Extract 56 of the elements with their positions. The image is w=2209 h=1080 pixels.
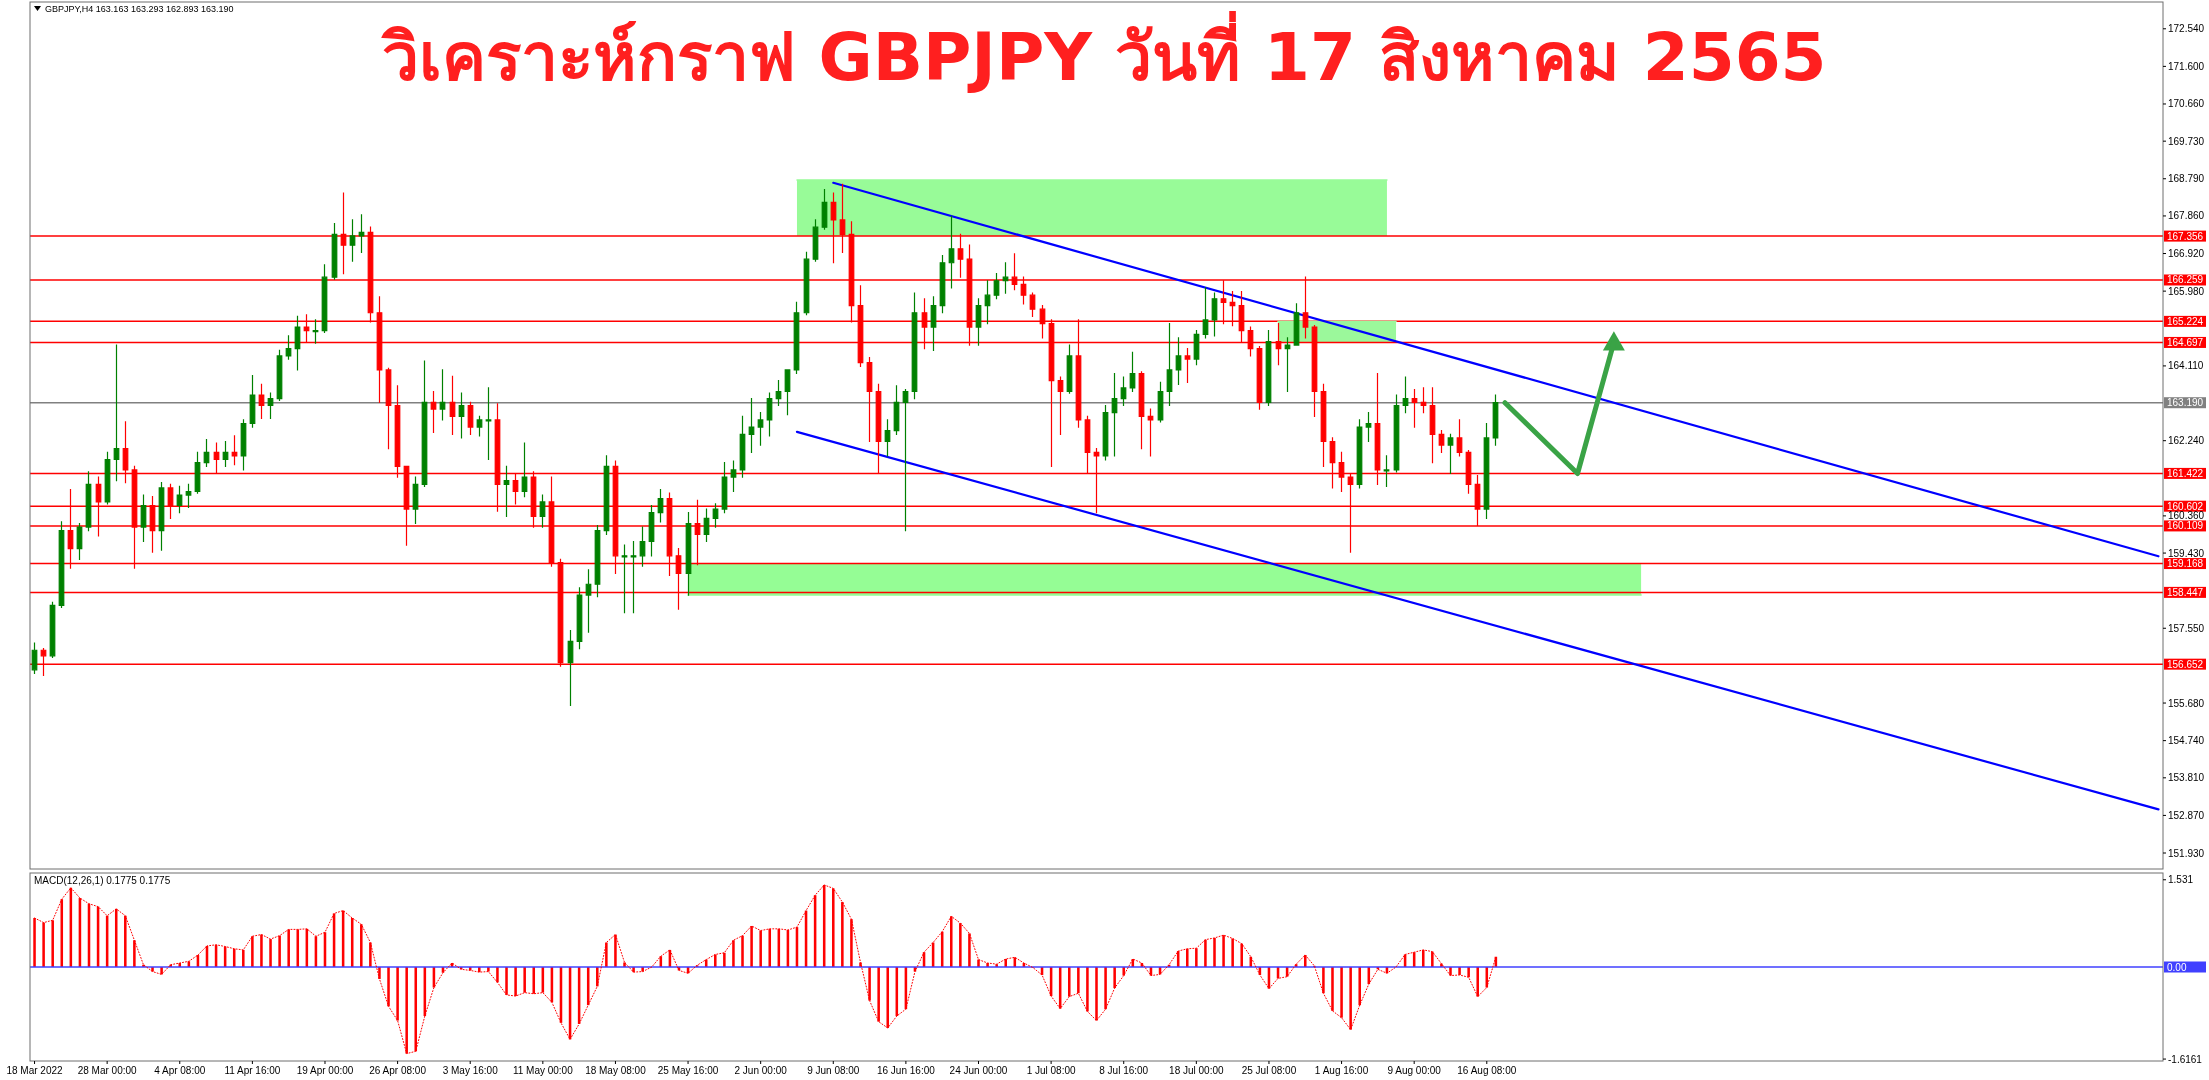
- x-tick-label: 8 Jul 16:00: [1099, 1065, 1149, 1076]
- y-tick-label: 171.600: [2168, 60, 2205, 72]
- ref-line-label: 0.00: [2167, 961, 2187, 973]
- ref-line-label: 164.697: [2167, 336, 2204, 348]
- y-tick-label: 166.920: [2168, 248, 2205, 260]
- x-tick-label: 26 Apr 08:00: [369, 1065, 427, 1076]
- x-tick-label: 18 Jul 00:00: [1169, 1065, 1225, 1076]
- y-tick-label: 162.240: [2168, 435, 2205, 447]
- x-tick-label: 1 Jul 08:00: [1026, 1065, 1077, 1076]
- y-tick-label: 154.740: [2168, 735, 2205, 747]
- x-tick-label: 9 Jun 08:00: [807, 1065, 860, 1076]
- y-tick-label: 1.531: [2168, 874, 2194, 886]
- ref-line-label: 163.190: [2167, 397, 2204, 409]
- ref-line-label: 165.224: [2167, 315, 2204, 327]
- ref-line-label: 160.602: [2167, 500, 2204, 512]
- y-tick-label: 169.730: [2168, 135, 2205, 147]
- x-tick-label: 16 Jun 16:00: [876, 1065, 936, 1076]
- annotation: GBPJPY,H4 163.163 163.293 162.893 163.190: [45, 4, 234, 14]
- x-tick-label: 25 Jul 08:00: [1241, 1065, 1297, 1076]
- y-tick-label: 152.870: [2168, 809, 2205, 821]
- chart-title: MACD(12,26,1) 0.1775 0.1775: [34, 875, 171, 886]
- ref-line-label: 167.356: [2167, 230, 2204, 242]
- y-tick-label: 153.810: [2168, 772, 2205, 784]
- x-tick-label: 11 May 00:00: [512, 1065, 574, 1076]
- ref-line-label: 166.259: [2167, 274, 2204, 286]
- x-tick-label: 4 Apr 08:00: [154, 1065, 206, 1076]
- x-tick-label: 2 Jun 00:00: [734, 1065, 788, 1076]
- x-tick-label: 18 May 08:00: [585, 1065, 647, 1076]
- x-tick-label: 24 Jun 00:00: [949, 1065, 1008, 1076]
- chart-title: วิเคราะห์กราฟ GBPJPY วันที่ 17 สิงหาคม 2565: [380, 10, 1827, 96]
- y-tick-label: 168.790: [2168, 173, 2205, 185]
- x-tick-label: 16 Aug 08:00: [1457, 1065, 1517, 1076]
- x-tick-label: 28 Mar 00:00: [77, 1065, 138, 1076]
- x-tick-label: 18 Mar 2022: [6, 1065, 64, 1076]
- ref-line-label: 160.109: [2167, 520, 2204, 532]
- y-tick-label: 164.110: [2168, 360, 2204, 372]
- y-tick-label: 167.860: [2168, 210, 2205, 222]
- ref-line-label: 158.447: [2167, 586, 2204, 598]
- y-tick-label: 155.680: [2168, 697, 2205, 709]
- x-tick-label: 9 Aug 00:00: [1387, 1065, 1442, 1076]
- x-tick-label: 19 Apr 00:00: [296, 1065, 354, 1076]
- y-tick-label: 159.430: [2168, 547, 2205, 559]
- y-tick-label: 160.360: [2168, 510, 2205, 522]
- y-tick-label: 165.980: [2168, 285, 2205, 297]
- ref-line-label: 156.652: [2167, 658, 2204, 670]
- y-tick-label: 172.540: [2168, 23, 2205, 35]
- x-tick-label: 11 Apr 16:00: [224, 1065, 281, 1076]
- y-tick-label: 170.660: [2168, 98, 2205, 110]
- y-tick-label: 157.550: [2168, 622, 2205, 634]
- x-tick-label: 3 May 16:00: [442, 1065, 499, 1076]
- y-tick-label: -1.6161: [2168, 1053, 2203, 1065]
- ref-line-label: 161.422: [2167, 467, 2204, 479]
- x-tick-label: 25 May 16:00: [657, 1065, 719, 1076]
- ref-line-label: 159.168: [2167, 558, 2204, 570]
- x-tick-label: 1 Aug 16:00: [1314, 1065, 1369, 1076]
- y-tick-label: 151.930: [2168, 847, 2205, 859]
